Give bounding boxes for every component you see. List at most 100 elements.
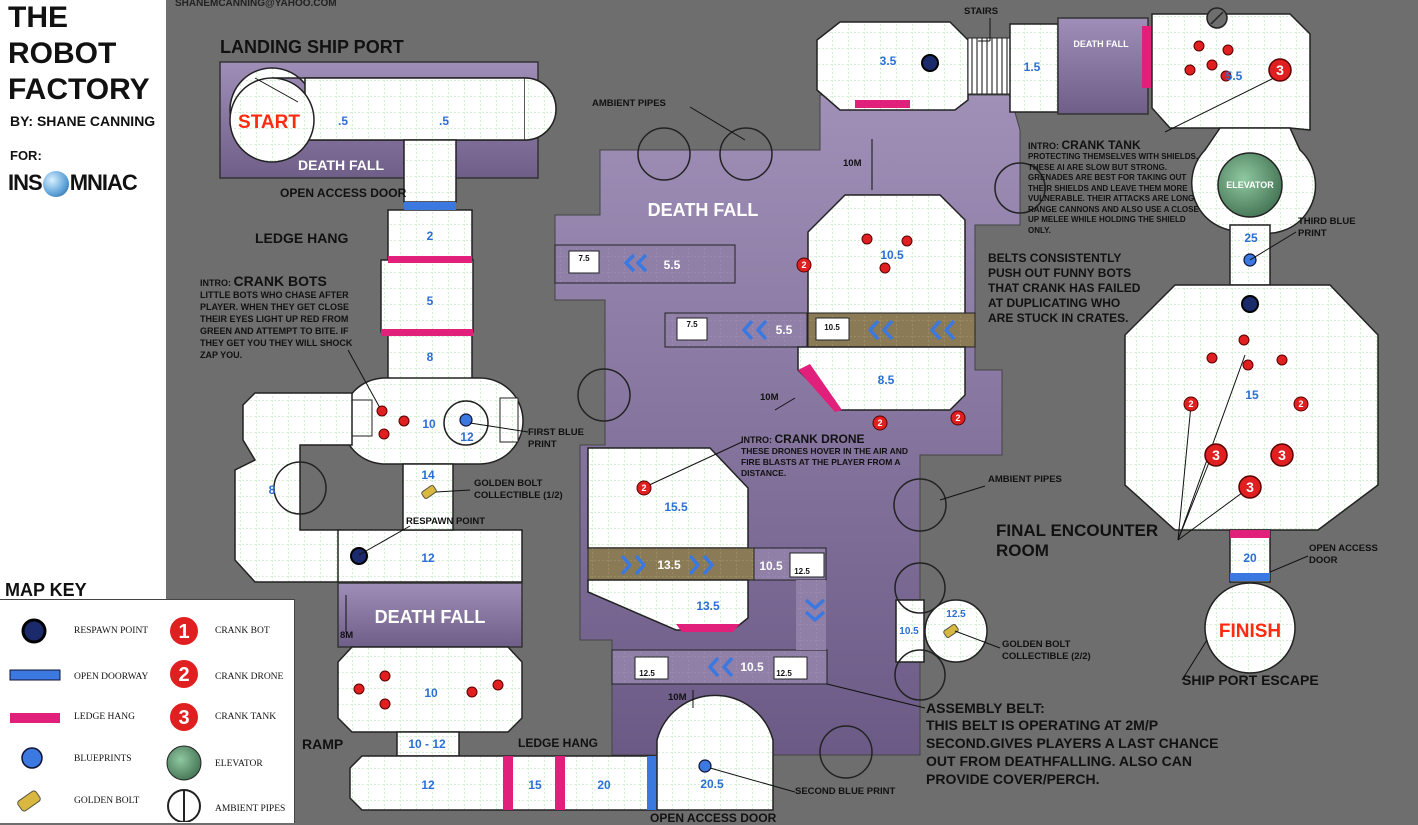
belts-note: BELTS CONSISTENTLY PUSH OUT FUNNY BOTS T…: [988, 251, 1141, 325]
stairs: [967, 37, 1011, 95]
open-access-door-label-3: OPEN ACCESS DOOR: [1309, 543, 1378, 567]
crank-tank-title: CRANK TANK: [1061, 138, 1141, 152]
first-blueprint-ring: [443, 400, 489, 446]
height-label: 12: [421, 551, 435, 565]
room-height-3-5: [816, 21, 969, 111]
drone-num: 2: [801, 260, 806, 270]
finish-label: FINISH: [1219, 621, 1281, 642]
height-label: 13.5: [696, 599, 720, 613]
second-blue-print-label: SECOND BLUE PRINT: [795, 786, 896, 797]
tank-num: 3: [1212, 447, 1220, 463]
height-label: .5: [439, 114, 449, 128]
map-key-title: MAP KEY: [5, 580, 87, 600]
ten-m-label-3: 10M: [668, 692, 687, 703]
belt-chevrons: [620, 253, 956, 678]
title-line-3: FACTORY: [8, 73, 150, 106]
height-label: 20.5: [700, 777, 724, 791]
key-blueprints: BLUEPRINTS: [74, 754, 132, 764]
tank-num: 3: [1276, 62, 1284, 78]
ten-m-label-1: 10M: [843, 158, 862, 169]
ledge-hang-top-right: [1142, 26, 1151, 88]
height-label: 5.5: [1226, 69, 1243, 83]
logo-globe-icon: [42, 171, 69, 198]
left-loop-room: [234, 392, 353, 583]
elevator-label: ELEVATOR: [1226, 180, 1274, 190]
open-access-line-1: OPEN ACCESS: [1309, 543, 1378, 554]
eight-m-label: 8M: [340, 630, 354, 641]
golden-bolt-icons[interactable]: [421, 484, 959, 639]
insomniac-logo: INS MNIAC: [8, 170, 138, 198]
crank-tank-description: PROTECTING THEMSELVES WITH SHIELDS. THES…: [1028, 152, 1199, 235]
box-height-label: 7.5: [578, 254, 590, 263]
key-crank-drone: CRANK DRONE: [215, 672, 284, 682]
room-height-10: [337, 646, 523, 733]
height-label: 10.5: [740, 660, 764, 674]
height-label: 10: [422, 417, 436, 431]
drone-num: 2: [955, 413, 960, 423]
crank-tank-intro: INTRO: CRANK TANK PROTECTING THEMSELVES …: [1028, 138, 1210, 236]
open-doorway-bottom[interactable]: [647, 756, 657, 810]
open-doorway-top[interactable]: [404, 202, 456, 210]
height-label: 12: [460, 430, 474, 444]
drone-num: 2: [641, 483, 646, 493]
key-golden-bolt: GOLDEN BOLT: [74, 796, 140, 806]
respawn-points: [350, 54, 1259, 565]
ledge-hang-1: [388, 256, 472, 263]
key-crank-bot: CRANK BOT: [215, 626, 270, 636]
open-access-line-2: DOOR: [1309, 555, 1338, 566]
box-height-label: 7.5: [686, 320, 698, 329]
height-label: 10: [424, 686, 438, 700]
height-label: 15: [1245, 388, 1259, 402]
height-label: 12: [421, 778, 435, 792]
key-open-doorway: OPEN DOORWAY: [74, 672, 149, 682]
height-label: 5.5: [664, 258, 681, 272]
final-encounter-label: FINAL ENCOUNTER ROOM: [996, 521, 1158, 561]
key-ambient-pipes: AMBIENT PIPES: [215, 804, 286, 814]
drone-num: 2: [1188, 399, 1193, 409]
height-label: 10.5: [899, 626, 919, 637]
intro-prefix: INTRO:: [200, 278, 231, 288]
key-elevator: ELEVATOR: [215, 759, 263, 769]
ambient-pipes-label-2: AMBIENT PIPES: [988, 474, 1062, 485]
height-label: 8.5: [878, 373, 895, 387]
height-label: .5: [338, 114, 348, 128]
crank-bots: [353, 40, 1288, 710]
intro-prefix: INTRO:: [1028, 141, 1059, 151]
crank-drones: [636, 257, 1309, 496]
final-encounter-room: [1124, 284, 1379, 531]
ledge-hang-2: [381, 329, 473, 336]
crank-drone-title: CRANK DRONE: [774, 432, 865, 446]
elevator-icon: [1217, 152, 1283, 218]
death-fall-lower-left: [337, 582, 523, 648]
ledge-hang-3-5: [855, 100, 910, 108]
tank-num: 3: [1246, 479, 1254, 495]
author-credit: BY: SHANE CANNING: [10, 113, 156, 129]
height-label: 15.5: [664, 500, 688, 514]
room-height-8: [387, 331, 473, 383]
author-email: SHANEMCANNING@YAHOO.COM: [175, 0, 337, 9]
crank-tanks: [1204, 58, 1294, 499]
room-height-5: [380, 259, 474, 333]
height-label: 12.5: [946, 609, 966, 620]
height-label: 5.5: [776, 323, 793, 337]
title-line-2: ROBOT: [8, 37, 117, 70]
death-fall-label-3: DEATH FALL: [375, 607, 486, 627]
open-doorway-final[interactable]: [1230, 573, 1270, 581]
stairs-steps: [971, 38, 1008, 94]
key-ledge-hang: LEDGE HANG: [74, 712, 135, 722]
map-title: THE ROBOT FACTORY: [8, 0, 150, 108]
third-blue-print-label: THIRD BLUE PRINT: [1298, 216, 1356, 239]
assembly-belt-title: ASSEMBLY BELT:: [926, 700, 1045, 716]
key-crank-tank: CRANK TANK: [215, 712, 277, 722]
start-label: START: [238, 112, 300, 133]
ledge-hang-label-2: LEDGE HANG: [518, 736, 599, 750]
room-height-1-5: [1009, 23, 1059, 113]
drone-num: 2: [877, 418, 882, 428]
height-label: 2: [427, 229, 434, 243]
death-fall-label-1: DEATH FALL: [298, 157, 385, 173]
map-key-panel: [0, 599, 295, 823]
death-fall-label-2: DEATH FALL: [648, 200, 759, 220]
respawn-point-label: RESPAWN POINT: [406, 516, 485, 527]
leader-lines: [254, 18, 1309, 793]
ramp-label: RAMP: [302, 736, 344, 752]
